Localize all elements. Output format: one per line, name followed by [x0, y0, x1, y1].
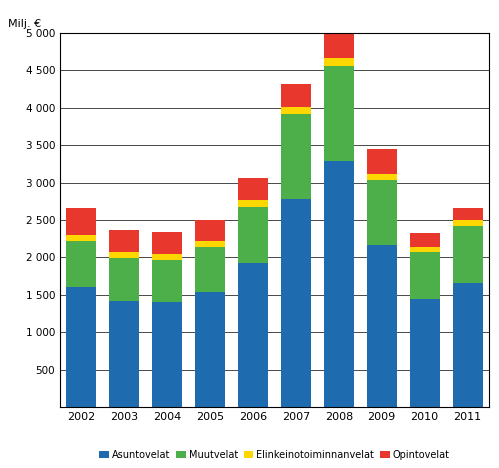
Bar [152, 260, 182, 302]
Bar [195, 292, 225, 407]
Bar [109, 230, 139, 252]
Bar [367, 180, 397, 245]
Bar [152, 302, 182, 407]
Bar [453, 208, 483, 220]
Bar [238, 178, 268, 200]
Bar [238, 207, 268, 263]
Bar [410, 233, 440, 247]
Bar [281, 84, 311, 107]
Bar [410, 247, 440, 252]
Bar [66, 287, 96, 407]
Bar [281, 107, 311, 114]
Bar [324, 66, 354, 161]
Bar [109, 301, 139, 407]
Bar [453, 226, 483, 283]
Bar [410, 299, 440, 407]
Bar [152, 232, 182, 254]
Bar [66, 208, 96, 235]
Text: Milj. €: Milj. € [8, 19, 41, 29]
Bar [324, 58, 354, 66]
Legend: Asuntovelat, Muutvelat, Elinkeinotoiminnanvelat, Opintovelat: Asuntovelat, Muutvelat, Elinkeinotoiminn… [95, 446, 454, 463]
Bar [66, 235, 96, 241]
Bar [195, 241, 225, 247]
Bar [281, 199, 311, 407]
Bar [453, 220, 483, 226]
Bar [66, 241, 96, 287]
Bar [195, 247, 225, 292]
Bar [238, 200, 268, 207]
Bar [109, 252, 139, 258]
Bar [453, 283, 483, 407]
Bar [410, 252, 440, 299]
Bar [367, 245, 397, 407]
Bar [324, 34, 354, 58]
Bar [324, 161, 354, 407]
Bar [109, 258, 139, 301]
Bar [238, 263, 268, 407]
Bar [367, 149, 397, 174]
Bar [281, 114, 311, 199]
Bar [152, 254, 182, 260]
Bar [367, 174, 397, 180]
Bar [195, 220, 225, 241]
